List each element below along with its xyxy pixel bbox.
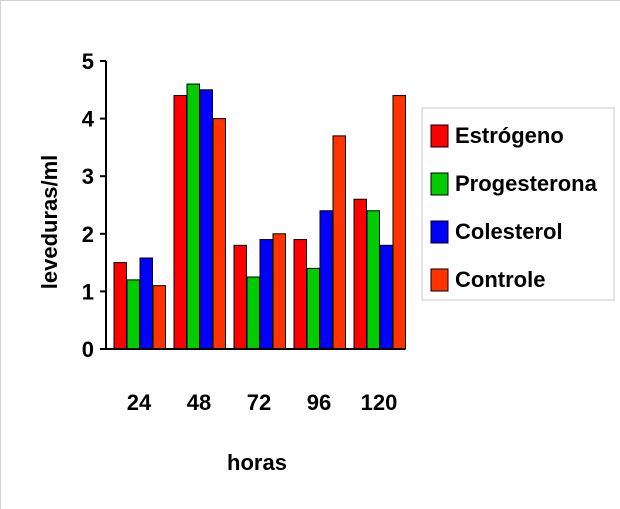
legend-box [421, 107, 615, 301]
bar-estrógeno-48 [173, 95, 187, 350]
bar-progesterona-24 [126, 279, 140, 350]
x-tick-label: 72 [247, 390, 271, 415]
plot-area: 24 48 72 96 120 0 1 2 3 4 5 [82, 49, 406, 415]
x-tick-label: 48 [187, 390, 211, 415]
legend-label-colesterol: Colesterol [455, 219, 563, 244]
bar-estrógeno-24 [113, 262, 127, 350]
y-axis-title: leveduras/ml [37, 155, 62, 290]
bar-progesterona-72 [246, 276, 260, 350]
y-tick-label: 4 [82, 107, 95, 132]
bar-estrógeno-120 [353, 198, 367, 350]
legend-swatch-progesterona [430, 172, 449, 196]
y-tick-label: 5 [82, 49, 94, 74]
legend-swatch-colesterol [430, 220, 449, 244]
x-tick-label: 24 [127, 390, 152, 415]
legend-label-progesterona: Progesterona [455, 171, 598, 196]
bar-progesterona-120 [366, 210, 380, 350]
y-tick-label: 2 [82, 222, 94, 247]
bar-colesterol-120 [379, 244, 393, 350]
bar-controle-96 [332, 135, 346, 350]
legend-label-estrógeno: Estrógeno [455, 123, 564, 148]
x-tick-label: 96 [307, 390, 331, 415]
bar-colesterol-24 [139, 257, 153, 350]
bar-colesterol-96 [319, 210, 333, 350]
y-tick-label: 1 [82, 279, 94, 304]
bar-estrógeno-96 [293, 239, 307, 350]
legend-swatch-estrógeno [430, 124, 449, 148]
bar-controle-120 [392, 95, 406, 350]
bar-progesterona-96 [306, 267, 320, 350]
bar-progesterona-48 [186, 83, 200, 350]
bar-colesterol-72 [259, 239, 273, 350]
legend-swatch-controle [430, 268, 449, 292]
bar-controle-24 [152, 285, 166, 350]
legend: Estrógeno Progesterona Colesterol Controle [421, 107, 615, 301]
bar-colesterol-48 [199, 89, 213, 350]
y-tick-label: 0 [82, 337, 94, 362]
x-axis-title: horas [227, 450, 287, 475]
bar-estrógeno-72 [233, 244, 247, 350]
legend-label-controle: Controle [455, 267, 545, 292]
bar-controle-48 [212, 118, 226, 350]
y-tick-label: 3 [82, 164, 94, 189]
x-tick-label: 120 [361, 390, 398, 415]
bar-controle-72 [272, 233, 286, 350]
